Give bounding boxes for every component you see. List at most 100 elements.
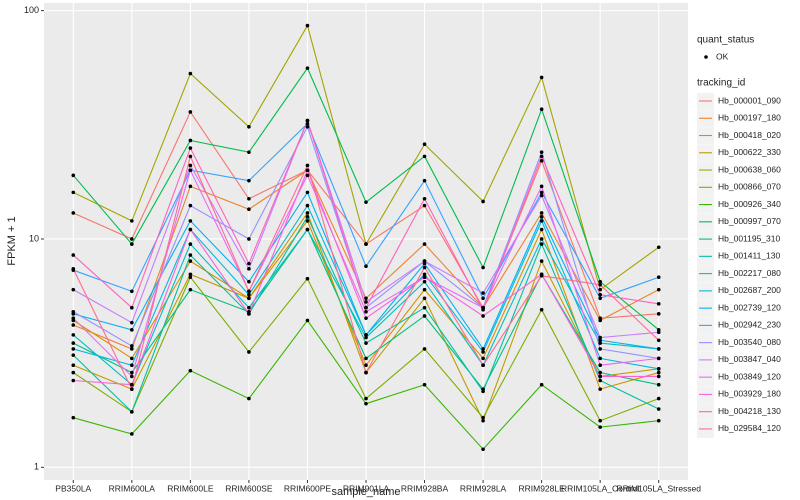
data-point xyxy=(422,287,427,292)
data-point xyxy=(656,407,661,411)
data-point xyxy=(247,150,251,154)
data-point xyxy=(247,350,251,354)
x-tick-label: RRIM901LA xyxy=(343,483,390,493)
data-point xyxy=(364,396,368,401)
data-point xyxy=(188,259,193,263)
data-point xyxy=(71,211,76,215)
data-point xyxy=(247,279,251,284)
data-point xyxy=(422,154,427,159)
data-point xyxy=(305,118,310,123)
legend-label: Hb_000638_060 xyxy=(718,164,781,174)
data-point xyxy=(656,245,661,250)
data-point xyxy=(305,23,310,28)
data-point xyxy=(364,242,368,246)
data-point xyxy=(598,335,602,340)
data-point xyxy=(71,173,76,178)
data-point xyxy=(130,370,134,375)
data-point xyxy=(422,305,427,310)
data-point xyxy=(247,312,251,316)
data-point xyxy=(539,219,544,223)
data-point xyxy=(247,296,251,301)
data-point xyxy=(598,387,602,391)
data-point xyxy=(305,190,310,195)
data-point xyxy=(305,227,310,232)
data-point xyxy=(188,368,193,373)
legend-label: Hb_002217_080 xyxy=(718,268,781,278)
data-point xyxy=(247,396,251,401)
data-point xyxy=(305,163,310,168)
data-point xyxy=(539,273,544,278)
data-point xyxy=(188,168,193,173)
data-point xyxy=(598,378,602,383)
data-point xyxy=(539,154,544,159)
data-point xyxy=(598,370,602,375)
data-point xyxy=(481,350,485,354)
legend-label: Hb_000197_180 xyxy=(718,113,781,123)
data-point xyxy=(364,356,368,361)
data-point xyxy=(598,418,602,423)
data-point xyxy=(364,296,368,301)
data-point xyxy=(598,425,602,429)
data-point xyxy=(598,341,602,345)
data-point xyxy=(364,363,368,368)
data-point xyxy=(71,347,76,351)
data-point xyxy=(71,370,76,375)
data-point xyxy=(71,309,76,314)
data-point xyxy=(598,356,602,361)
data-point xyxy=(247,124,251,129)
data-point xyxy=(71,253,76,257)
data-point xyxy=(422,347,427,351)
data-point xyxy=(539,107,544,112)
data-point xyxy=(422,279,427,284)
legend-label: Hb_029584_120 xyxy=(718,423,781,433)
data-point xyxy=(364,341,368,345)
data-point xyxy=(188,163,193,168)
data-point xyxy=(481,363,485,368)
data-point xyxy=(130,305,134,310)
data-point xyxy=(481,447,485,452)
data-point xyxy=(71,333,76,337)
data-point xyxy=(130,289,134,294)
data-point xyxy=(539,150,544,154)
data-point xyxy=(481,356,485,361)
data-point xyxy=(71,353,76,357)
data-point xyxy=(364,333,368,337)
data-point xyxy=(539,242,544,246)
data-point xyxy=(130,363,134,368)
y-tick-label: 100 xyxy=(24,5,39,15)
data-point xyxy=(656,418,661,423)
data-point xyxy=(188,227,193,232)
data-point xyxy=(598,292,602,297)
data-point xyxy=(364,335,368,340)
data-point xyxy=(598,363,602,368)
data-point xyxy=(71,415,76,420)
data-point xyxy=(598,318,602,323)
data-point xyxy=(130,432,134,436)
data-point xyxy=(539,193,544,198)
data-point xyxy=(247,178,251,183)
data-point xyxy=(130,382,134,387)
shape-legend-key xyxy=(704,55,708,59)
data-point xyxy=(188,242,193,246)
data-point xyxy=(130,242,134,246)
x-tick-label: PB350LA xyxy=(55,483,91,493)
data-point xyxy=(481,347,485,351)
data-point xyxy=(539,259,544,263)
data-point xyxy=(247,292,251,297)
data-point xyxy=(656,338,661,343)
data-point xyxy=(305,276,310,281)
data-point xyxy=(188,272,193,277)
data-point xyxy=(130,374,134,379)
data-point xyxy=(481,307,485,312)
data-point xyxy=(71,363,76,368)
data-point xyxy=(188,154,193,159)
data-point xyxy=(188,184,193,189)
data-point xyxy=(539,158,544,163)
data-point xyxy=(422,382,427,387)
data-point xyxy=(247,305,251,310)
data-point xyxy=(130,356,134,361)
data-point xyxy=(71,341,76,345)
data-point xyxy=(247,196,251,201)
data-point xyxy=(422,178,427,183)
